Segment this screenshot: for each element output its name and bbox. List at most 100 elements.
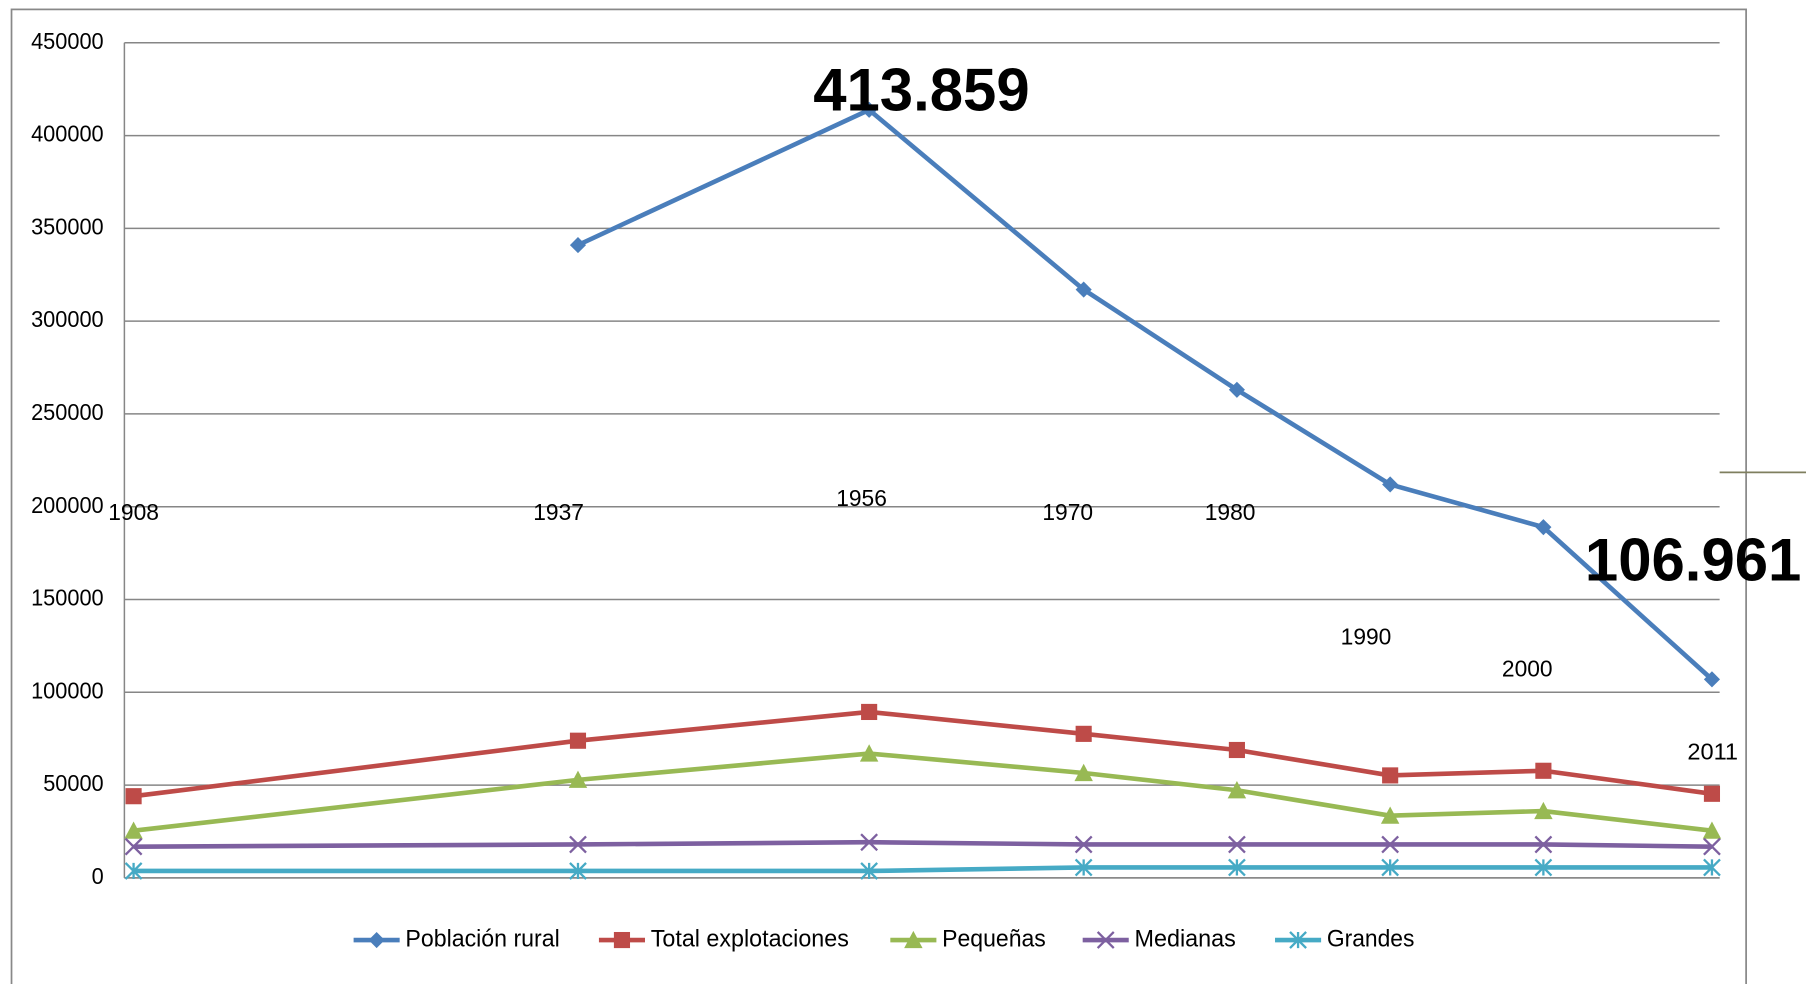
y-tick-label: 350000 [31, 213, 104, 239]
marker [1380, 806, 1400, 824]
marker-shape [904, 930, 923, 949]
legend-label: Población rural [405, 925, 559, 952]
marker [1534, 801, 1553, 820]
marker [1074, 858, 1093, 877]
marker [1382, 476, 1399, 493]
marker-shape [1702, 821, 1722, 839]
marker [1228, 381, 1245, 398]
x-label: 1980 [1205, 499, 1256, 525]
marker [1381, 858, 1400, 877]
marker-shape [1535, 762, 1552, 779]
marker-shape [125, 788, 142, 805]
series-line [577, 107, 1714, 682]
marker [569, 835, 587, 854]
marker [1703, 785, 1721, 802]
marker [1703, 837, 1721, 856]
value-label: 106.961 [1585, 526, 1801, 593]
marker-shape [1703, 671, 1721, 688]
marker-shape [1382, 767, 1399, 784]
y-tick-label: 100000 [31, 677, 104, 703]
marker-shape [1703, 837, 1721, 856]
marker-shape [1703, 858, 1721, 877]
marker [124, 837, 143, 856]
marker-shape [569, 862, 587, 880]
marker-shape [368, 931, 385, 949]
marker-shape [1074, 835, 1093, 854]
marker-shape [1381, 858, 1400, 877]
marker-shape [861, 703, 878, 721]
marker-shape [1534, 835, 1553, 854]
marker [1228, 858, 1246, 877]
marker [861, 703, 878, 721]
marker [1703, 858, 1721, 877]
legend-item: Población rural [353, 925, 560, 952]
marker-shape [1381, 835, 1400, 854]
series-line [133, 839, 1712, 849]
marker-shape [859, 744, 879, 762]
marker-shape [1228, 381, 1245, 398]
marker-shape [124, 837, 143, 856]
value-label: 413.859 [813, 56, 1029, 123]
marker [568, 770, 588, 788]
marker-shape [1228, 741, 1245, 759]
legend-item: Medianas [1082, 925, 1236, 952]
x-label: 1937 [533, 499, 584, 525]
marker [1381, 835, 1400, 854]
marker [1228, 741, 1245, 759]
series-line [133, 709, 1713, 799]
marker [860, 862, 879, 880]
marker-shape [1075, 725, 1092, 742]
x-label: 1908 [108, 499, 159, 525]
marker-shape [568, 770, 588, 788]
marker [1075, 281, 1092, 298]
y-tick-label: 200000 [31, 492, 104, 518]
marker-shape [1289, 931, 1307, 949]
marker [368, 931, 385, 949]
x-label: 1956 [836, 485, 887, 511]
marker-shape [569, 835, 587, 854]
legend-label: Pequeñas [942, 925, 1046, 952]
marker-shape [860, 862, 879, 880]
marker [1075, 725, 1092, 742]
y-tick-label: 300000 [31, 306, 104, 332]
marker [1534, 858, 1553, 877]
marker-shape [569, 237, 587, 254]
marker [1534, 835, 1553, 854]
marker [1228, 835, 1246, 854]
marker [861, 101, 878, 118]
marker-shape [1228, 858, 1246, 877]
marker [1535, 519, 1552, 536]
marker-shape [861, 101, 878, 118]
marker [1227, 781, 1247, 799]
marker-shape [1534, 858, 1553, 877]
marker-shape [1380, 806, 1400, 824]
marker [569, 237, 587, 254]
marker-shape [1075, 281, 1092, 298]
y-tick-label: 250000 [31, 399, 104, 425]
marker-shape [1535, 519, 1552, 536]
y-tick-label: 450000 [31, 28, 104, 54]
y-tick-label: 50000 [43, 770, 103, 796]
marker-shape [613, 931, 631, 949]
marker [1074, 835, 1093, 854]
legend-label: Medianas [1135, 925, 1236, 952]
marker-shape [569, 732, 587, 749]
marker [1096, 931, 1115, 949]
marker-shape [1074, 858, 1093, 877]
x-label: 2000 [1502, 656, 1553, 682]
legend-item: Total explotaciones [598, 925, 849, 952]
marker [124, 821, 143, 839]
legend-label: Total explotaciones [651, 925, 849, 952]
marker-shape [1703, 785, 1721, 802]
marker [859, 744, 879, 762]
series-line [133, 751, 1713, 834]
marker-shape [1227, 781, 1247, 799]
marker-shape [1382, 476, 1399, 493]
y-tick-label: 0 [92, 863, 104, 889]
marker [124, 862, 143, 880]
x-label: 1970 [1042, 499, 1093, 525]
marker [860, 833, 879, 852]
marker [1382, 767, 1399, 784]
marker [1074, 763, 1093, 782]
